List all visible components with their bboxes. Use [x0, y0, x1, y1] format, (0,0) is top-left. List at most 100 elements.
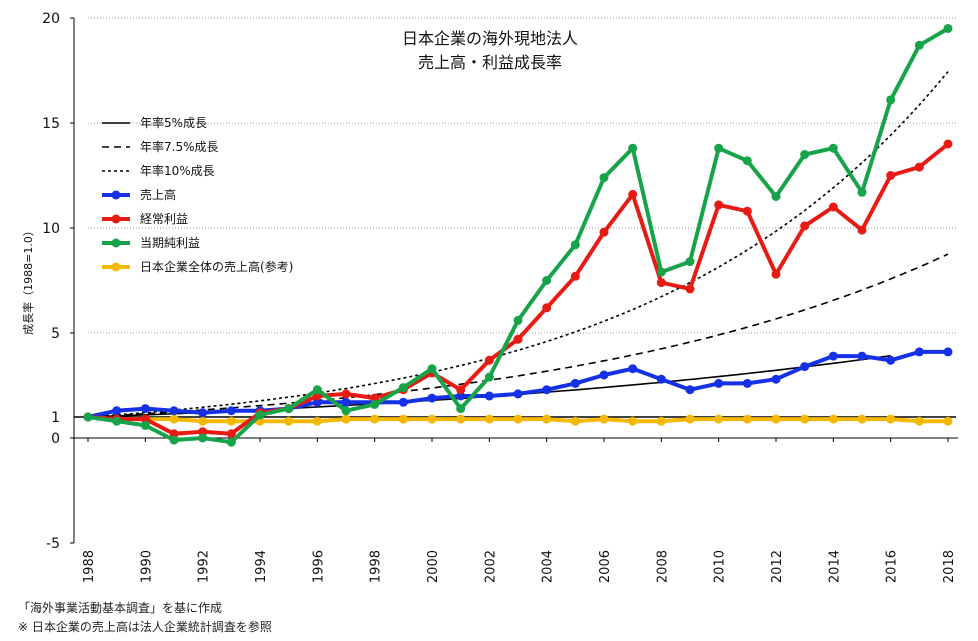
y-tick-label: 1: [51, 410, 60, 426]
legend-label-ordinary-profit: 経常利益: [140, 212, 188, 226]
ordinary-profit-point: [714, 200, 724, 210]
legend-label-sales: 売上高: [140, 187, 176, 202]
ordinary-profit-point: [198, 427, 208, 437]
sales-point: [685, 385, 695, 395]
ordinary-profit-point: [226, 429, 236, 439]
net-profit-point: [312, 385, 322, 395]
net-profit-point: [226, 437, 236, 447]
sales-point: [398, 397, 408, 407]
ordinary-profit-point: [370, 393, 380, 403]
x-tick-labels: 1988 1990 1992 1994 1996 1998 2000 2002 2004 2006…: [82, 550, 957, 583]
ordinary-profit-point: [140, 414, 150, 424]
net-profit-point: [456, 404, 466, 414]
y-axis-label: 成長率（1988=1.0）: [21, 225, 35, 335]
ordinary-profit-point: [542, 303, 552, 313]
y-tick-label: 15: [42, 116, 60, 132]
net-profit-point: [513, 315, 523, 325]
japan-total-sales-point: [169, 414, 179, 424]
legend-marker-japan-total-sales: [111, 262, 121, 272]
sales-point: [943, 347, 953, 357]
japan-total-sales-point: [513, 414, 523, 424]
sales-point: [742, 378, 752, 388]
sales-point: [484, 391, 494, 401]
y-tick-label: 20: [42, 11, 60, 27]
japan-total-sales-point: [398, 414, 408, 424]
legend-marker-net-profit: [111, 238, 121, 248]
legend: 年率5%成長年率7.5%成長年率10%成長売上高経常利益当期純利益日本企業全体の…: [102, 115, 293, 274]
sales-point: [226, 406, 236, 416]
net-profit-point: [398, 383, 408, 393]
japan-total-sales-point: [312, 416, 322, 426]
japan-total-sales-point: [628, 416, 638, 426]
sales-point: [542, 385, 552, 395]
series-lines: [74, 24, 956, 447]
net-profit-point: [484, 372, 494, 382]
japan-total-sales-point: [800, 414, 810, 424]
net-profit-point: [570, 240, 580, 250]
x-tick-label: 2008: [655, 550, 670, 583]
net-profit-point: [742, 156, 752, 166]
legend-marker-sales: [111, 190, 121, 200]
legend-label-growth-7-5pct: 年率7.5%成長: [140, 139, 219, 154]
japan-total-sales-point: [427, 414, 437, 424]
x-tick-label: 2000: [426, 550, 441, 583]
legend-label-japan-total-sales: 日本企業全体の売上高(参考): [140, 259, 293, 274]
sales-point: [112, 406, 122, 416]
sales-point: [628, 364, 638, 374]
ordinary-profit-point: [914, 162, 924, 172]
axes: [70, 17, 958, 544]
net-profit-point: [370, 399, 380, 409]
ordinary-profit-point: [857, 225, 867, 235]
sales-point: [828, 351, 838, 361]
source-note: 「海外事業活動基本調査」を基に作成: [18, 601, 223, 615]
net-profit-point: [857, 187, 867, 197]
legend-label-net-profit: 当期純利益: [140, 236, 200, 250]
ordinary-profit-point: [800, 221, 810, 231]
sales-point: [800, 362, 810, 372]
sales-point: [513, 389, 523, 399]
japan-total-sales-point: [570, 416, 580, 426]
sales-line: [87, 349, 948, 419]
ordinary-profit-point: [341, 389, 351, 399]
net-profit-point: [83, 412, 93, 422]
x-tick-label: 2016: [885, 550, 900, 583]
x-tick-label: 1988: [82, 550, 97, 583]
x-tick-label: 2002: [483, 550, 498, 583]
y-tick-label: 5: [51, 326, 60, 342]
ordinary-profit-point: [771, 269, 781, 279]
japan-total-sales-point: [656, 416, 666, 426]
x-tick-label: 1992: [197, 550, 212, 583]
net-profit-point: [656, 267, 666, 277]
growth-7-5pct-line: [87, 253, 949, 418]
growth-5pct-line: [87, 354, 891, 418]
legend-label-growth-5pct: 年率5%成長: [140, 115, 207, 130]
growth-10pct-line: [87, 71, 949, 418]
sales-point: [599, 370, 609, 380]
sales-point: [570, 378, 580, 388]
net-profit-point: [542, 276, 552, 285]
japan-total-sales-point: [370, 414, 380, 424]
net-profit-point: [943, 24, 953, 33]
japan-total-sales-point: [341, 414, 351, 424]
net-profit-point: [886, 95, 896, 105]
net-profit-point: [198, 433, 208, 443]
japan-total-sales-point: [456, 414, 466, 424]
net-profit-point: [599, 173, 609, 183]
x-tick-label: 1998: [369, 550, 384, 583]
ordinary-profit-point: [685, 284, 695, 294]
net-profit-point: [140, 420, 150, 430]
x-tick-label: 1994: [254, 550, 269, 583]
y-tick-label: 10: [42, 221, 60, 237]
ordinary-profit-point: [828, 202, 838, 212]
chart-title: 日本企業の海外現地法人: [402, 29, 578, 48]
japan-total-sales-point: [742, 414, 752, 424]
net-profit-point: [828, 143, 838, 153]
x-tick-label: 2012: [770, 550, 785, 583]
net-profit-point: [685, 257, 695, 267]
sales-point: [169, 406, 179, 416]
japan-total-sales-point: [771, 414, 781, 424]
ordinary-profit-point: [742, 206, 752, 216]
x-tick-label: 1990: [139, 550, 154, 583]
japan-total-sales-point: [685, 414, 695, 424]
y-tick-label: -5: [46, 536, 60, 552]
